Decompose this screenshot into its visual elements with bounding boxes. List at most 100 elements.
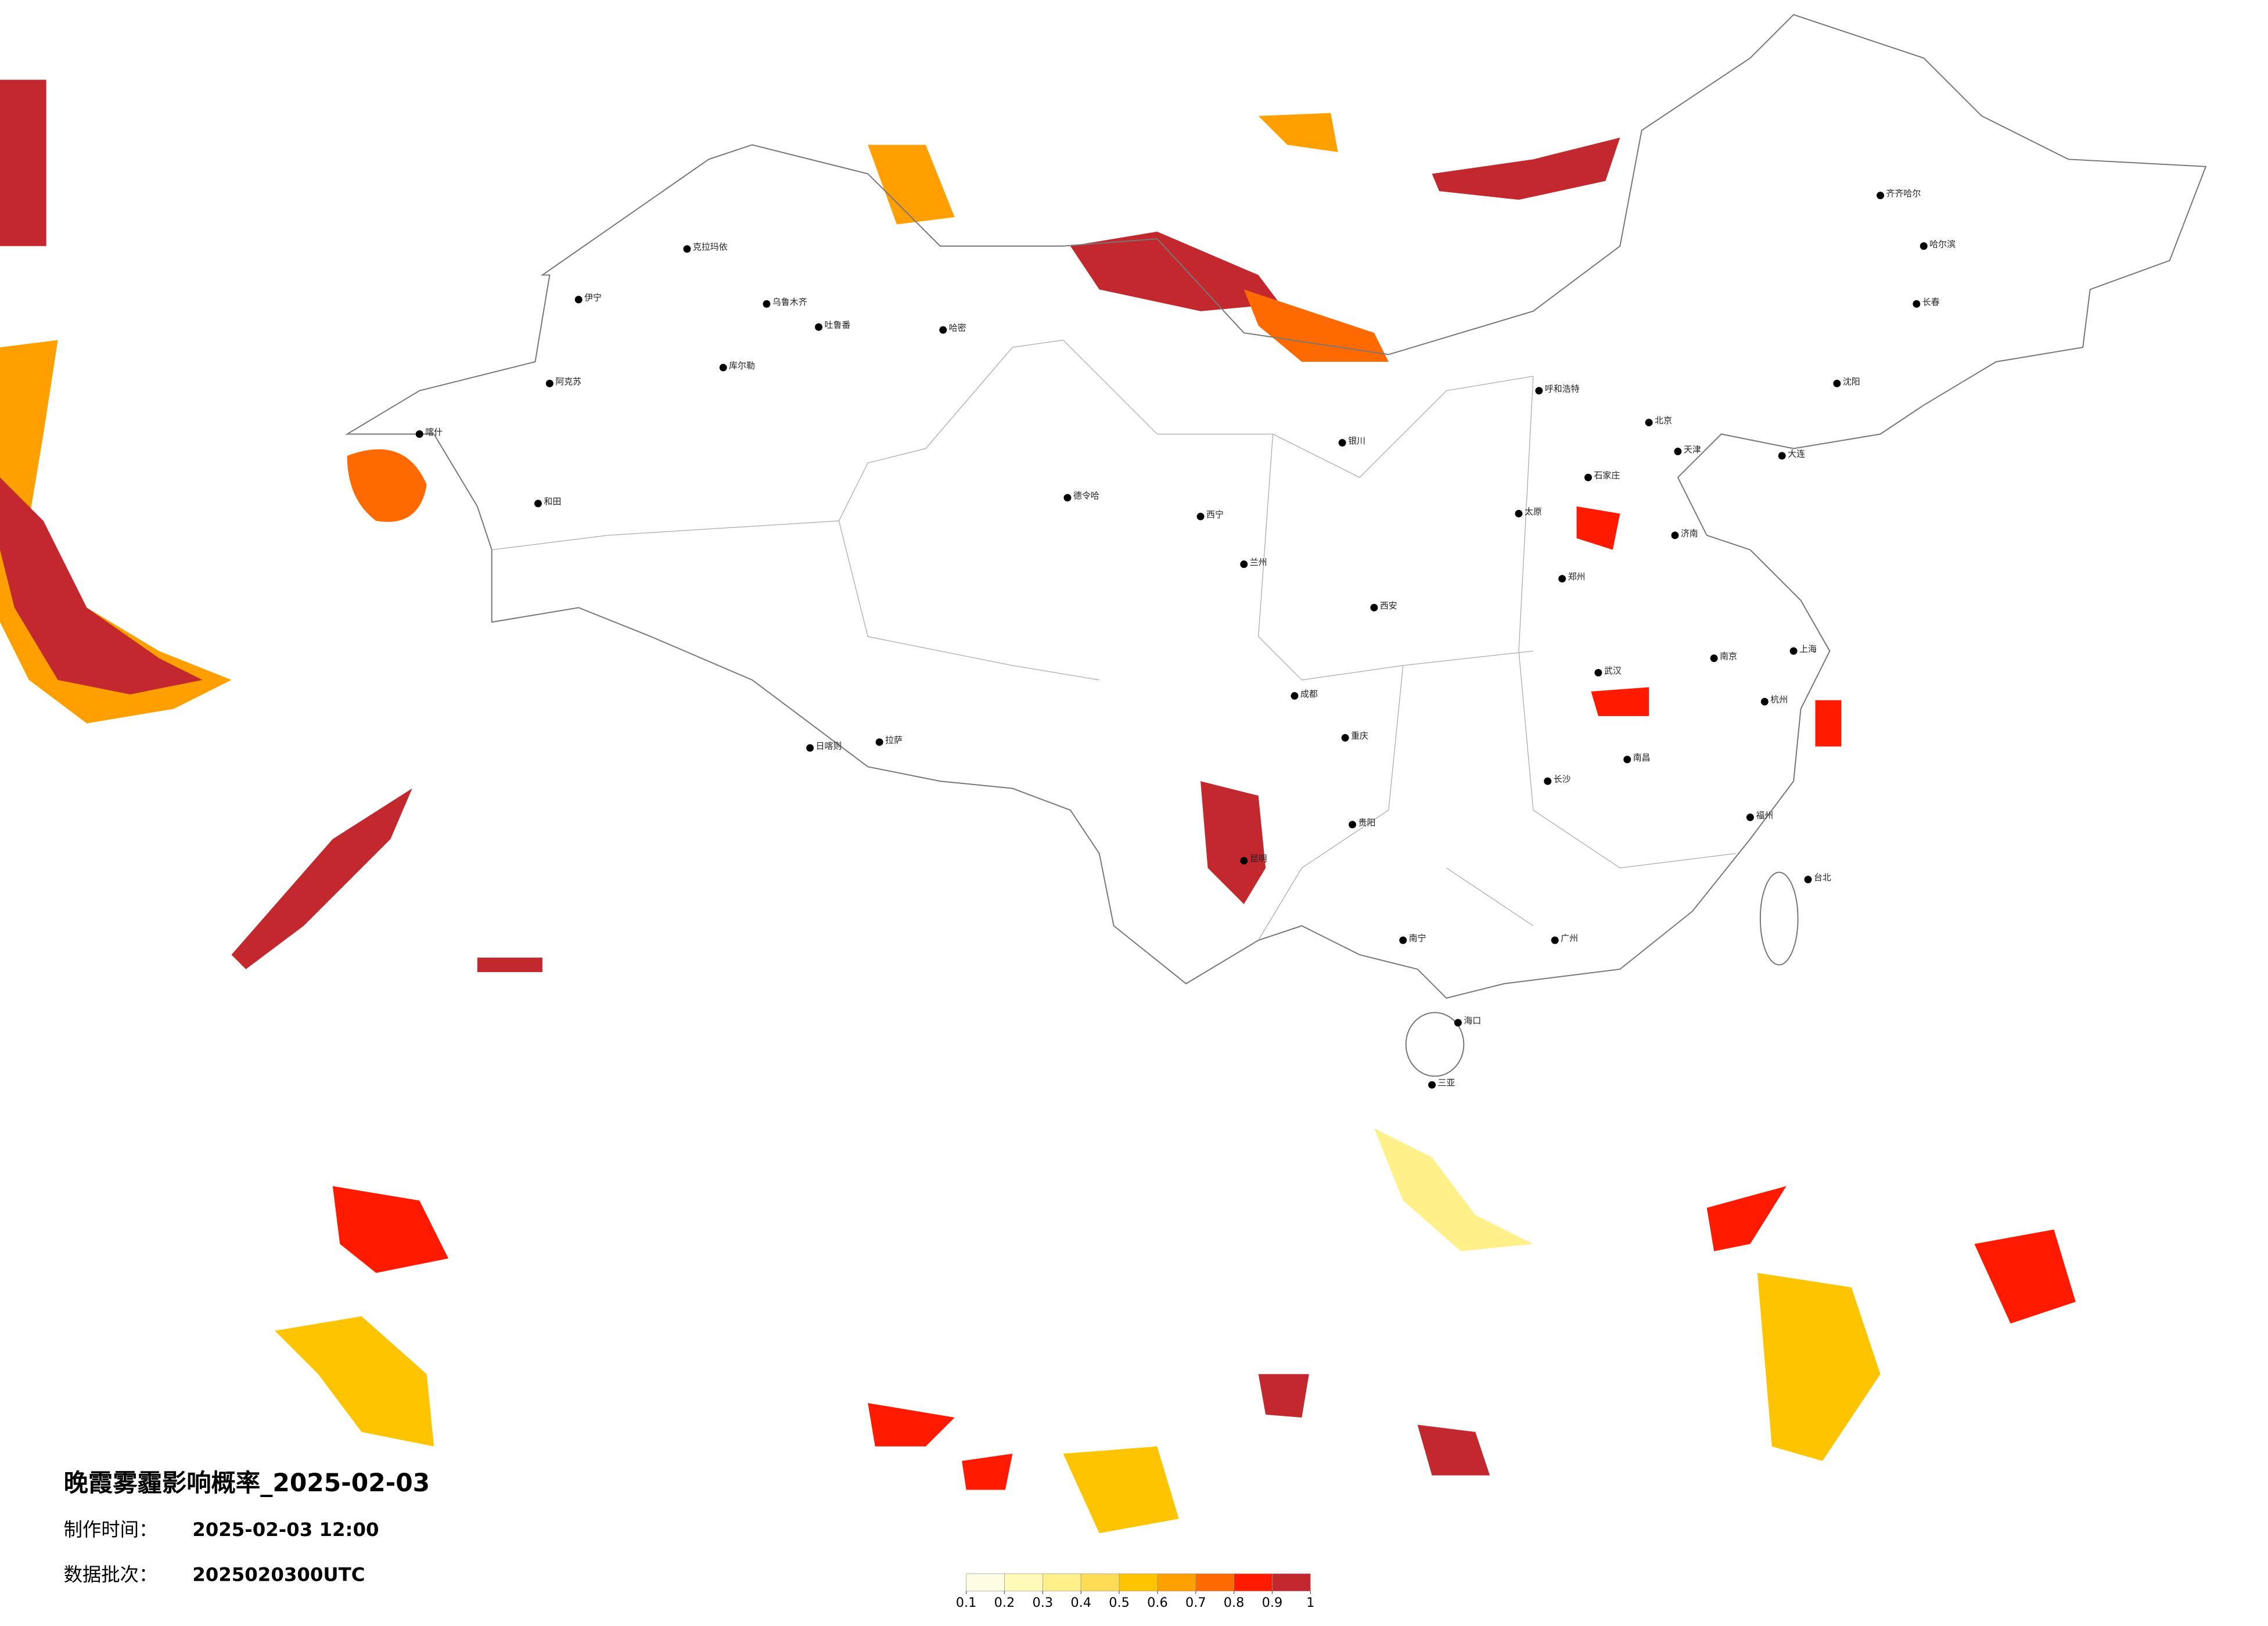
city-dot	[415, 430, 423, 438]
city-dot	[1833, 379, 1841, 387]
city-dot	[1913, 300, 1921, 308]
haze-area	[0, 477, 203, 695]
colorbar-tick-label: 0.8	[1224, 1595, 1245, 1610]
colorbar-tick-label: 0.6	[1147, 1595, 1168, 1610]
city-dot	[806, 744, 814, 752]
island-border	[1759, 872, 1799, 966]
city-dot	[1789, 647, 1798, 655]
colorbar-swatch	[1004, 1573, 1043, 1592]
city-dot	[1674, 447, 1682, 455]
city-dot	[534, 499, 542, 508]
haze-area	[231, 788, 412, 969]
city-label: 银川	[1348, 436, 1365, 446]
colorbar-tick-label: 0.1	[956, 1595, 977, 1610]
map-title: 晚霞雾霾影响概率_2025-02-03	[64, 1469, 430, 1497]
city-label: 喀什	[425, 427, 443, 437]
city-label: 长春	[1922, 297, 1940, 307]
island-border	[1405, 1012, 1465, 1077]
city-label: 西安	[1380, 600, 1397, 611]
colorbar-swatch	[1195, 1573, 1234, 1592]
city-dot	[1370, 603, 1378, 611]
city-dot	[1710, 654, 1718, 662]
city-dot	[1399, 936, 1407, 944]
city-dot	[574, 296, 583, 304]
city-dot	[1551, 936, 1559, 944]
colorbar-swatch	[1234, 1573, 1273, 1592]
city-label: 克拉玛依	[693, 242, 728, 252]
city-label: 呼和浩特	[1545, 383, 1580, 394]
haze-area	[1063, 1446, 1179, 1534]
city-dot	[719, 364, 727, 372]
city-label: 台北	[1814, 872, 1831, 883]
city-label: 济南	[1681, 528, 1698, 538]
city-dot	[1877, 192, 1885, 200]
city-label: 西宁	[1206, 509, 1224, 520]
city-dot	[1291, 692, 1299, 700]
city-label: 拉萨	[885, 735, 903, 745]
city-label: 沈阳	[1843, 376, 1860, 387]
city-label: 上海	[1799, 644, 1817, 654]
city-label: 广州	[1561, 933, 1578, 944]
haze-area	[1432, 137, 1620, 200]
city-dot	[545, 379, 553, 387]
colorbar-swatch	[1119, 1573, 1158, 1592]
haze-area	[868, 145, 955, 225]
city-label: 南昌	[1633, 752, 1651, 762]
haze-area	[275, 1316, 434, 1447]
city-dot	[1623, 756, 1631, 764]
city-label: 齐齐哈尔	[1886, 188, 1921, 199]
city-dot	[1778, 452, 1786, 460]
haze-area	[1258, 113, 1338, 152]
city-dot	[875, 738, 883, 746]
city-label: 重庆	[1351, 731, 1368, 741]
haze-area	[347, 449, 427, 522]
city-dot	[1920, 242, 1928, 250]
colorbar-tick-label: 0.5	[1109, 1595, 1130, 1610]
city-dot	[1428, 1081, 1436, 1089]
city-label: 日喀则	[816, 740, 842, 751]
city-label: 南京	[1720, 651, 1737, 661]
city-dot	[1196, 512, 1205, 520]
city-label: 哈尔滨	[1929, 239, 1956, 249]
haze-area	[1258, 1374, 1309, 1418]
country-border	[345, 14, 2207, 999]
city-label: 伊宁	[584, 292, 602, 303]
haze-area	[0, 80, 46, 246]
haze-area	[962, 1454, 1013, 1490]
boundaries	[345, 14, 2207, 1077]
batch-value: 2025020300UTC	[192, 1563, 365, 1585]
haze-area	[1576, 506, 1620, 550]
city-label: 和田	[544, 497, 561, 507]
haze-area	[1417, 1424, 1490, 1476]
city-label: 昆明	[1250, 854, 1267, 864]
city-label: 南宁	[1409, 933, 1426, 944]
city-dot	[1240, 560, 1248, 569]
city-dot	[1746, 813, 1754, 821]
haze-area	[1374, 1128, 1533, 1251]
city-label: 福州	[1756, 810, 1773, 821]
city-dot	[1544, 777, 1552, 785]
city-label: 阿克苏	[555, 376, 581, 387]
colorbar-tick-label: 1	[1306, 1595, 1314, 1610]
colorbar-swatch	[1080, 1573, 1120, 1592]
city-dot	[815, 323, 823, 331]
city-label: 北京	[1655, 415, 1672, 426]
haze-area	[332, 1186, 449, 1273]
city-label: 太原	[1525, 506, 1542, 517]
haze-area	[1974, 1229, 2076, 1324]
haze-field	[0, 80, 2076, 1534]
city-dot	[1671, 531, 1679, 539]
city-label: 武汉	[1604, 665, 1622, 676]
colorbar-tick-label: 0.2	[994, 1595, 1015, 1610]
colorbar: 0.1 0.2 0.3 0.4 0.5 0.6 0.7 0.8 0.9 1	[956, 1573, 1314, 1610]
city-dot	[1594, 668, 1602, 677]
haze-area	[1201, 781, 1266, 904]
batch-label: 数据批次：	[64, 1563, 158, 1585]
city-dot	[1584, 473, 1592, 481]
city-dot	[1063, 494, 1072, 502]
city-label: 大连	[1788, 448, 1805, 459]
city-label: 杭州	[1770, 695, 1788, 705]
city-dot	[1558, 575, 1566, 583]
made-time-label: 制作时间：	[64, 1519, 158, 1541]
